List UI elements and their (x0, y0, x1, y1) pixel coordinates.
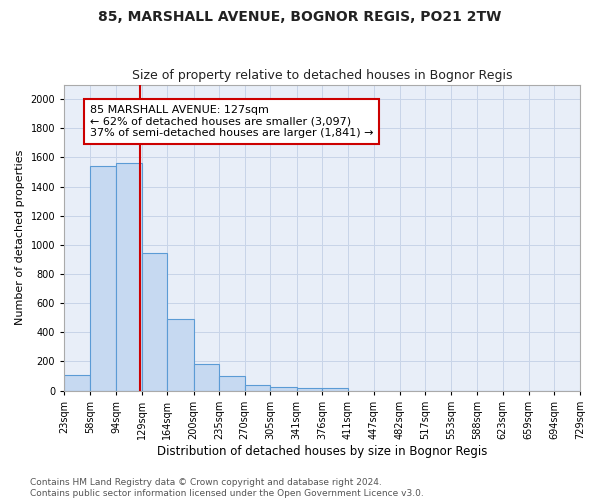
X-axis label: Distribution of detached houses by size in Bognor Regis: Distribution of detached houses by size … (157, 444, 487, 458)
Bar (219, 376, 245, 390)
Bar (142, 253, 167, 390)
Bar (64, 374, 90, 390)
Bar (194, 364, 219, 390)
Bar (322, 388, 347, 390)
Title: Size of property relative to detached houses in Bognor Regis: Size of property relative to detached ho… (132, 69, 512, 82)
Y-axis label: Number of detached properties: Number of detached properties (15, 150, 25, 325)
Bar (116, 162, 142, 390)
Bar (167, 319, 194, 390)
Bar (90, 166, 116, 390)
Text: 85, MARSHALL AVENUE, BOGNOR REGIS, PO21 2TW: 85, MARSHALL AVENUE, BOGNOR REGIS, PO21 … (98, 10, 502, 24)
Bar (296, 388, 322, 390)
Text: Contains HM Land Registry data © Crown copyright and database right 2024.
Contai: Contains HM Land Registry data © Crown c… (30, 478, 424, 498)
Text: 85 MARSHALL AVENUE: 127sqm
← 62% of detached houses are smaller (3,097)
37% of s: 85 MARSHALL AVENUE: 127sqm ← 62% of deta… (90, 105, 373, 138)
Bar (270, 387, 296, 390)
Bar (245, 384, 270, 390)
